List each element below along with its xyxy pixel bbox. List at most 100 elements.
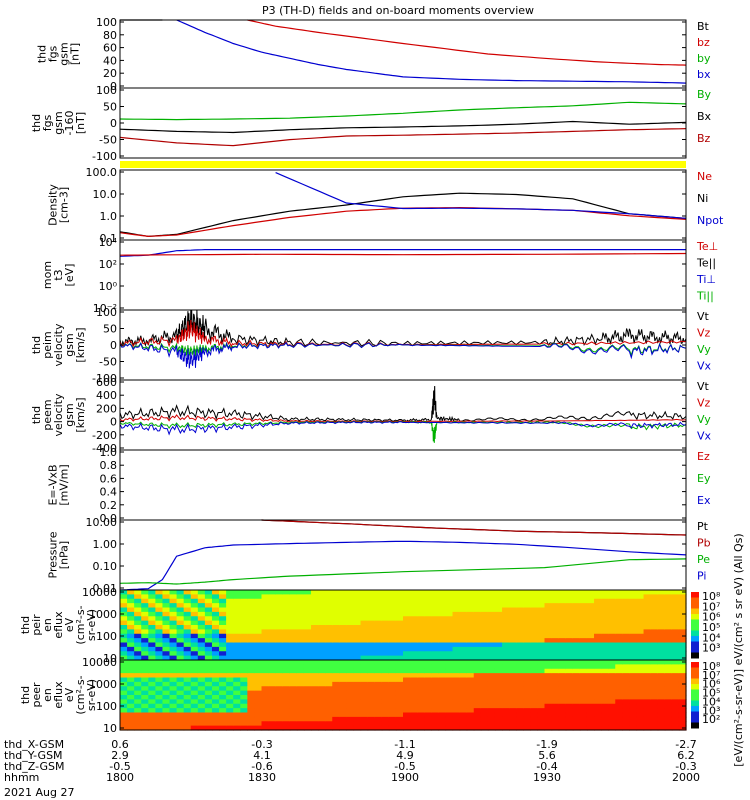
heatmap-cell xyxy=(459,721,468,727)
heatmap-cell xyxy=(155,638,164,644)
heatmap-cell xyxy=(558,646,567,652)
heatmap-cell xyxy=(551,716,560,722)
heatmap-cell xyxy=(190,594,199,600)
heatmap-cell xyxy=(134,703,142,709)
heatmap-cell xyxy=(268,594,277,600)
heatmap-cell xyxy=(410,725,418,731)
heatmap-cell xyxy=(594,611,602,617)
heatmap-cell xyxy=(318,603,326,609)
heatmap-cell xyxy=(318,607,326,613)
heatmap-cell xyxy=(247,633,256,639)
heatmap-cell xyxy=(579,673,588,679)
heatmap-cell xyxy=(240,690,248,696)
heatmap-cell xyxy=(240,620,248,626)
heatmap-cell xyxy=(318,660,326,665)
heatmap-cell xyxy=(141,686,149,692)
heatmap-cell xyxy=(615,646,623,652)
y-tick-label: 50 xyxy=(103,323,117,336)
heatmap-cell xyxy=(480,712,489,718)
heatmap-cell xyxy=(431,625,439,630)
heatmap-cell xyxy=(445,594,454,600)
heatmap-cell xyxy=(579,611,588,617)
heatmap-cell xyxy=(388,603,397,609)
heatmap-cell xyxy=(629,703,638,709)
heatmap-cell xyxy=(410,721,418,727)
heatmap-cell xyxy=(346,629,355,635)
heatmap-cell xyxy=(459,594,468,600)
heatmap-cell xyxy=(395,673,404,679)
heatmap-cell xyxy=(445,642,454,648)
heatmap-cell xyxy=(261,590,270,595)
heatmap-cell xyxy=(452,703,461,709)
heatmap-cell xyxy=(636,594,645,600)
heatmap-cell xyxy=(636,611,645,617)
heatmap-cell xyxy=(601,651,609,657)
heatmap-cell xyxy=(169,695,178,700)
heatmap-cell xyxy=(381,699,390,705)
heatmap-cell xyxy=(254,611,263,617)
heatmap-cell xyxy=(615,603,623,609)
heatmap-cell xyxy=(657,651,666,657)
heatmap-cell xyxy=(219,686,227,692)
heatmap-cell xyxy=(558,703,567,709)
heatmap-cell xyxy=(240,660,248,665)
heatmap-cell xyxy=(410,677,418,683)
heatmap-cell xyxy=(360,611,369,617)
heatmap-cell xyxy=(424,721,432,727)
heatmap-cell xyxy=(487,725,496,731)
heatmap-cell xyxy=(254,642,263,648)
heatmap-cell xyxy=(509,620,517,626)
heatmap-cell xyxy=(155,686,164,692)
heatmap-cell xyxy=(445,598,454,604)
heatmap-cell xyxy=(296,721,305,727)
y-tick-label: 100 xyxy=(96,16,117,29)
heatmap-cell xyxy=(374,603,383,609)
heatmap-cell xyxy=(544,629,553,635)
heatmap-cell xyxy=(254,699,263,705)
heatmap-cell xyxy=(565,664,574,670)
heatmap-cell xyxy=(509,695,517,700)
heatmap-cell xyxy=(275,625,284,630)
heatmap-cell xyxy=(388,638,397,644)
colorbar-tick-label: 10⁵ xyxy=(702,687,720,700)
heatmap-cell xyxy=(204,603,213,609)
heatmap-cell xyxy=(417,642,425,648)
heatmap-cell xyxy=(629,625,638,630)
heatmap-cell xyxy=(134,594,142,600)
heatmap-cell xyxy=(452,633,461,639)
heatmap-cell xyxy=(197,642,206,648)
heatmap-cell xyxy=(381,681,390,687)
heatmap-cell xyxy=(282,629,291,635)
heatmap-cell xyxy=(417,703,425,709)
heatmap-cell xyxy=(579,660,588,665)
heatmap-cell xyxy=(452,620,461,626)
heatmap-cell xyxy=(636,607,645,613)
heatmap-cell xyxy=(537,620,546,626)
panel-frame xyxy=(119,519,687,591)
x-axis-value: -2.7 xyxy=(675,738,696,751)
heatmap-cell xyxy=(134,598,142,604)
heatmap-cell xyxy=(494,625,503,630)
heatmap-cell xyxy=(487,646,496,652)
heatmap-cell xyxy=(296,642,305,648)
heatmap-cell xyxy=(211,712,220,718)
heatmap-cell xyxy=(516,703,524,709)
heatmap-cell xyxy=(254,594,263,600)
heatmap-cell xyxy=(643,603,652,609)
y-axis-label-line: fgs xyxy=(41,114,54,131)
heatmap-cell xyxy=(268,664,277,670)
heatmap-cell xyxy=(296,646,305,652)
heatmap-cell xyxy=(565,629,574,635)
heatmap-cell xyxy=(544,594,553,600)
heatmap-cell xyxy=(346,625,355,630)
heatmap-cell xyxy=(339,620,347,626)
y-tick-label: 100 xyxy=(96,306,117,319)
heatmap-cell xyxy=(417,660,425,665)
heatmap-cell xyxy=(537,664,546,670)
heatmap-cell xyxy=(565,668,574,674)
heatmap-cell xyxy=(403,629,411,635)
heatmap-cell xyxy=(608,716,616,722)
heatmap-cell xyxy=(254,651,263,657)
y-tick-label: 0.01 xyxy=(93,582,118,595)
heatmap-cell xyxy=(346,695,355,700)
